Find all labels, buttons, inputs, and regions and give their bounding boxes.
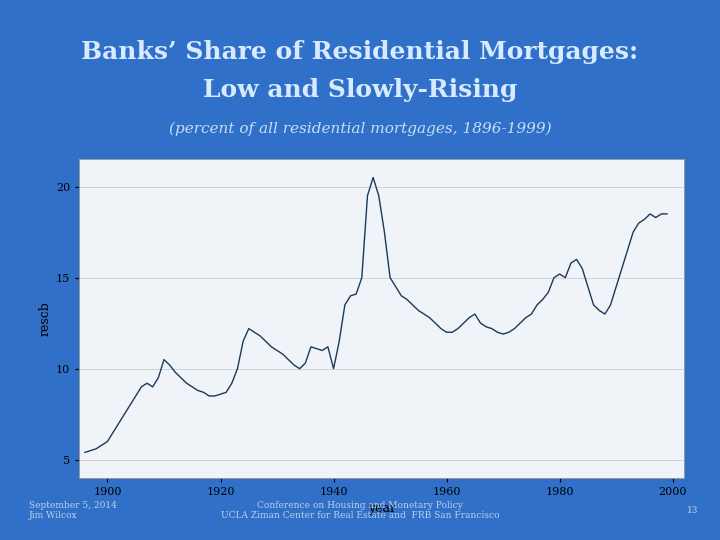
Text: Low and Slowly-Rising: Low and Slowly-Rising — [203, 78, 517, 102]
Y-axis label: rescb: rescb — [39, 301, 52, 336]
Text: (percent of all residential mortgages, 1896-1999): (percent of all residential mortgages, 1… — [168, 122, 552, 136]
Text: Banks’ Share of Residential Mortgages:: Banks’ Share of Residential Mortgages: — [81, 40, 639, 64]
Text: Conference on Housing and Monetary Policy
UCLA Ziman Center for Real Estate and : Conference on Housing and Monetary Polic… — [221, 501, 499, 520]
Text: September 5, 2014
Jim Wilcox: September 5, 2014 Jim Wilcox — [29, 501, 117, 520]
Text: 13: 13 — [687, 506, 698, 515]
X-axis label: year: year — [368, 503, 395, 516]
